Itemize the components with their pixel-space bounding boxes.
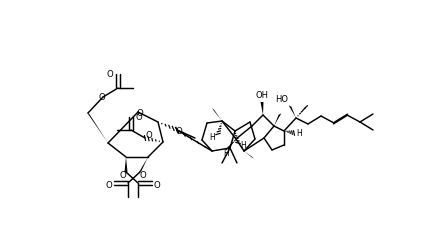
Text: O: O [136,108,143,118]
Text: O: O [106,69,113,79]
Text: H: H [295,128,301,138]
Polygon shape [243,151,253,159]
Polygon shape [273,113,281,126]
Text: O: O [98,92,105,102]
Polygon shape [86,112,108,143]
Text: O: O [153,181,160,189]
Text: OH: OH [255,90,268,100]
Polygon shape [260,102,263,115]
Polygon shape [288,105,295,118]
Text: O: O [105,181,112,189]
Text: O: O [120,171,126,181]
Text: H: H [209,133,215,143]
Polygon shape [138,157,147,173]
Text: O: O [175,126,182,136]
Polygon shape [211,108,221,121]
Text: O: O [139,171,146,181]
Text: O: O [135,112,142,122]
Text: H: H [223,148,228,158]
Polygon shape [124,157,127,172]
Text: O: O [145,131,152,141]
Text: HO: HO [274,95,287,103]
Text: H: H [240,142,245,150]
